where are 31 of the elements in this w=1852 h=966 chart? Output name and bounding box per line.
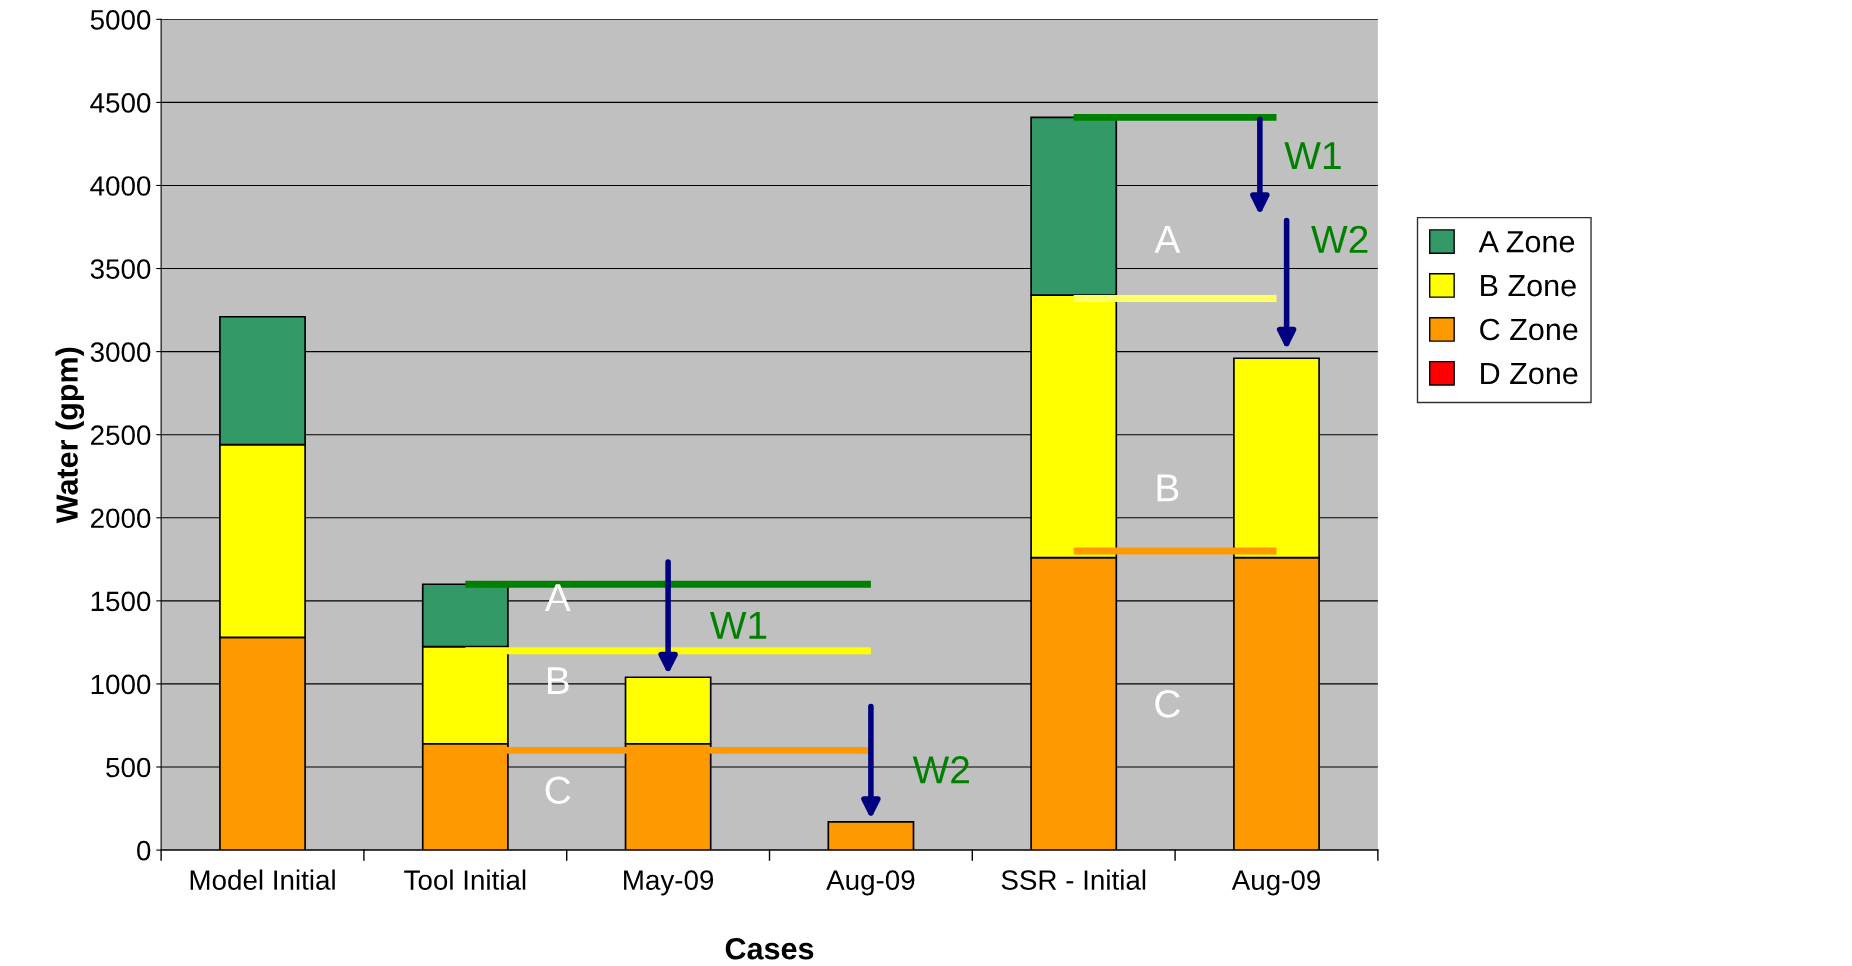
y-tick-label: 500 [106, 757, 151, 778]
annotation: C [1155, 690, 1180, 718]
legend-label: B Zone [1481, 275, 1576, 297]
x-tick-label: Aug-09 [1231, 870, 1320, 896]
y-tick-label: 1500 [91, 591, 151, 612]
y-tick-label: 2500 [91, 425, 151, 446]
x-tick-label: Model Initial [190, 869, 335, 890]
x-tick-label: Aug-09 [826, 870, 915, 896]
y-tick-label: 1000 [91, 674, 151, 695]
legend-label: A Zone [1478, 231, 1575, 253]
legend-label: C Zone [1480, 318, 1578, 341]
x-tick-label: Tool Initial [404, 869, 526, 890]
annotation: C [545, 776, 571, 805]
y-tick-label: 4000 [90, 176, 151, 196]
y-tick-label: 3500 [90, 259, 151, 279]
y-tick-label: 3000 [90, 342, 151, 362]
y-tick-label: 4500 [90, 93, 151, 113]
x-axis-title: Cases [725, 937, 814, 960]
legend-label: D Zone [1481, 362, 1578, 385]
y-tick-label: 5000 [90, 9, 151, 30]
x-tick-label: SSR - Initial [1001, 869, 1146, 890]
x-tick-label: May-09 [624, 870, 714, 896]
y-tick-label: 2000 [91, 508, 151, 529]
annotation: A [1154, 226, 1181, 253]
annotation: W1 [709, 611, 767, 639]
annotation: W1 [1284, 142, 1341, 169]
y-axis-title: Water (gpm) [55, 347, 85, 524]
annotation: W2 [912, 756, 969, 784]
annotation: W2 [1311, 225, 1368, 253]
annotation: B [1157, 474, 1179, 502]
y-tick-label: 0 [137, 840, 151, 861]
